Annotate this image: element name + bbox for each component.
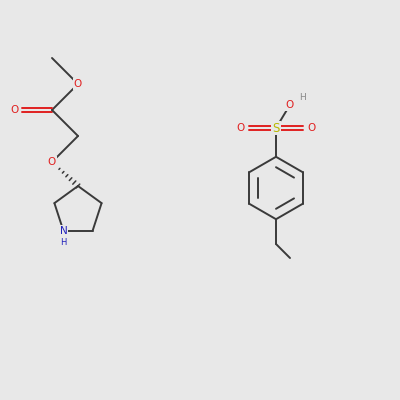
Text: O: O xyxy=(307,123,315,133)
Text: H: H xyxy=(299,93,305,102)
Text: H: H xyxy=(60,238,67,246)
Text: N: N xyxy=(60,226,67,236)
Text: S: S xyxy=(272,122,280,134)
Text: O: O xyxy=(286,100,294,110)
Text: O: O xyxy=(237,123,245,133)
Text: O: O xyxy=(11,105,19,115)
Text: O: O xyxy=(48,157,56,167)
Text: O: O xyxy=(74,79,82,89)
